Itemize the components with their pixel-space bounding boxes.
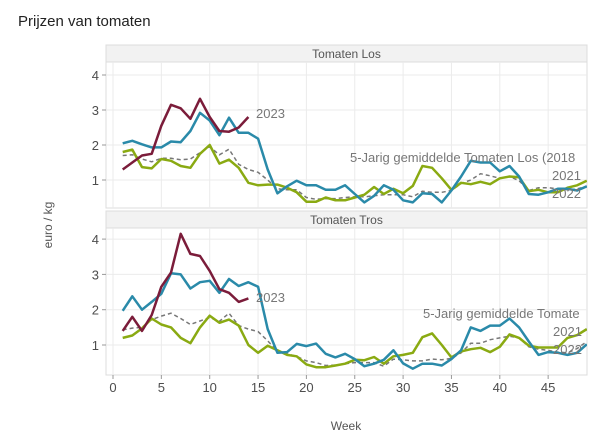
y-tick-label: 3 [92, 103, 99, 118]
panel-strip-label: Tomaten Los [312, 47, 381, 61]
series-label-2021: 2021 [552, 168, 581, 183]
y-tick-label: 4 [92, 232, 99, 247]
panel-1: Tomaten Tros 1 2 3 4 2021 2022 2023 5-Jarig gemi… [92, 210, 588, 395]
series-line-2022 [122, 111, 587, 204]
series-line-avg [122, 312, 587, 367]
series-line-2021 [122, 143, 587, 203]
y-tick-label: 3 [92, 267, 99, 282]
x-tick-label: 25 [348, 380, 362, 395]
y-tick-label: 2 [92, 303, 99, 318]
series-label-2023: 2023 [256, 106, 285, 121]
y-axis-label: euro / kg [41, 202, 55, 249]
panel-strip-label: Tomaten Tros [310, 213, 383, 227]
x-tick-label: 45 [541, 380, 555, 395]
x-tick-label: 40 [493, 380, 507, 395]
series-label-2023: 2023 [256, 290, 285, 305]
series-line-2023 [121, 232, 249, 333]
x-tick-label: 20 [299, 380, 313, 395]
x-tick-label: 30 [396, 380, 410, 395]
y-tick-label: 4 [92, 68, 99, 83]
x-tick-label: 5 [158, 380, 165, 395]
panel-0: Tomaten Los 1 2 3 4 2021 2022 2023 5-Jarig gemid… [92, 44, 588, 209]
series-label-avg: 5-Jarig gemiddelde Tomaten Los (2018 [350, 150, 575, 165]
x-tick-label: 35 [444, 380, 458, 395]
x-tick-label: 10 [202, 380, 216, 395]
y-tick-label: 2 [92, 138, 99, 153]
series-line-2022 [121, 272, 587, 370]
series-label-2022: 2022 [553, 342, 582, 357]
series-label-avg: 5-Jarig gemiddelde Tomate [423, 306, 580, 321]
chart-title: Prijzen van tomaten [18, 13, 151, 30]
x-tick-label: 15 [251, 380, 265, 395]
series-label-2022: 2022 [552, 186, 581, 201]
x-axis-label: Week [331, 419, 362, 433]
y-tick-label: 1 [92, 338, 99, 353]
x-tick-label: 0 [109, 380, 116, 395]
series-line-2023 [121, 97, 250, 171]
series-label-2021: 2021 [553, 324, 582, 339]
y-tick-label: 1 [92, 173, 99, 188]
plot-area [105, 227, 588, 376]
